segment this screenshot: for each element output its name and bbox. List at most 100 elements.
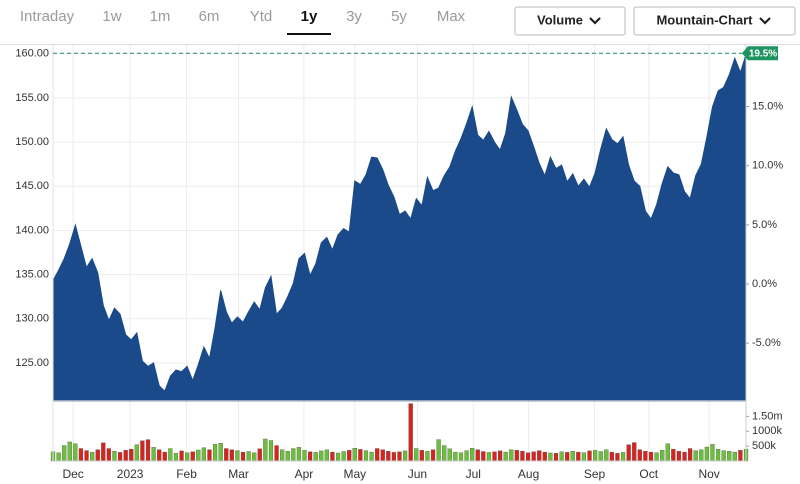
y-tick-label: 155.00 [15, 92, 49, 104]
volume-bar [419, 450, 424, 462]
volume-bar [408, 403, 413, 462]
volume-bar [56, 452, 61, 462]
volume-bar [688, 448, 693, 462]
x-tick-label: Feb [176, 467, 197, 481]
volume-bar [73, 443, 78, 462]
volume-bar [185, 452, 190, 462]
volume-bar [291, 448, 296, 462]
x-tick-label: Mar [228, 467, 249, 481]
volume-bar [497, 450, 503, 462]
volume-bar [201, 447, 207, 462]
volume-bar [531, 451, 536, 462]
volume-bar [157, 449, 162, 462]
time-range-tab[interactable]: Intraday [20, 8, 75, 25]
volume-bar [319, 450, 324, 462]
time-range-tab[interactable]: Ytd [250, 8, 273, 25]
volume-bar [492, 451, 497, 462]
volume-bar [307, 451, 313, 462]
volume-bar [576, 451, 581, 462]
volume-bar [341, 451, 346, 462]
volume-bar [391, 452, 397, 462]
volume-bar [90, 451, 95, 462]
volume-bar [721, 450, 726, 462]
volume-bar [660, 450, 665, 462]
volume-bar [140, 440, 145, 462]
y-tick-label: 140.00 [15, 224, 49, 236]
tab-label: 3y [346, 8, 362, 25]
volume-bar [229, 449, 234, 462]
time-range-tab[interactable]: Max [437, 8, 466, 25]
volume-bar [537, 450, 542, 462]
volume-bar [386, 451, 391, 462]
volume-bar [520, 451, 525, 462]
x-tick-label: Dec [62, 467, 83, 481]
tab-label: Max [437, 8, 466, 25]
price-area [52, 54, 747, 401]
tab-label: Ytd [250, 8, 273, 25]
time-range-tab[interactable]: 1y [287, 8, 331, 35]
volume-bar [224, 448, 229, 462]
x-tick-label: Jun [408, 467, 427, 481]
volume-bar [268, 440, 274, 462]
volume-bar [101, 442, 106, 462]
x-tick-label: 2023 [117, 467, 144, 481]
volume-bar [727, 451, 732, 462]
volume-bar [615, 453, 620, 462]
y2-tick-label: -5.0% [752, 337, 781, 349]
volume-bar [302, 450, 307, 462]
volume-bar [190, 451, 195, 462]
volume-bar [296, 447, 302, 462]
volume-bar [212, 444, 218, 462]
dropdown-button[interactable]: Volume [514, 6, 626, 36]
volume-bar [620, 452, 626, 462]
volume-bar [710, 444, 715, 462]
volume-bar [151, 447, 156, 462]
button-label: Mountain-Chart [656, 12, 753, 27]
volume-bar [503, 451, 508, 462]
volume-bar [604, 449, 609, 462]
volume-bar [553, 453, 559, 462]
volume-bar [453, 451, 458, 462]
tab-label: 6m [199, 8, 220, 25]
time-range-tab[interactable]: 1w [102, 8, 121, 25]
volume-bar [335, 452, 341, 462]
dropdown-button[interactable]: Mountain-Chart [633, 6, 796, 36]
volume-tick-label: 1.50m [752, 410, 783, 422]
y2-tick-label: 5.0% [752, 219, 777, 231]
volume-bar [162, 451, 167, 462]
volume-bar [78, 448, 84, 462]
volume-bar [648, 451, 654, 462]
active-tab-underline [287, 33, 331, 35]
volume-bar [380, 449, 385, 462]
volume-bar [548, 452, 553, 462]
volume-bar [581, 452, 587, 462]
volume-bar [145, 439, 151, 462]
volume-bar [363, 450, 369, 462]
x-tick-label: Jul [466, 467, 481, 481]
volume-bar [84, 450, 89, 462]
volume-bar [240, 451, 246, 462]
volume-bar [123, 450, 128, 462]
volume-bar [738, 450, 743, 462]
time-range-tab[interactable]: 1m [150, 8, 171, 25]
time-range-tab[interactable]: 5y [391, 8, 407, 25]
volume-bar [95, 449, 100, 462]
volume-bar [358, 449, 363, 462]
volume-bar [598, 451, 603, 462]
volume-bar [252, 452, 257, 462]
volume-bar [587, 450, 592, 462]
volume-bar [62, 445, 67, 462]
y-tick-label: 145.00 [15, 180, 49, 192]
volume-bar [67, 441, 72, 462]
volume-bar [179, 450, 184, 462]
time-range-tab[interactable]: 6m [199, 8, 220, 25]
time-range-tab[interactable]: 3y [346, 8, 362, 25]
tab-label: 5y [391, 8, 407, 25]
volume-bar [263, 438, 268, 462]
button-frame [633, 6, 796, 36]
volume-bar [654, 452, 659, 462]
volume-bar [509, 449, 514, 462]
x-tick-label: Nov [698, 467, 719, 481]
volume-bar [402, 450, 408, 462]
